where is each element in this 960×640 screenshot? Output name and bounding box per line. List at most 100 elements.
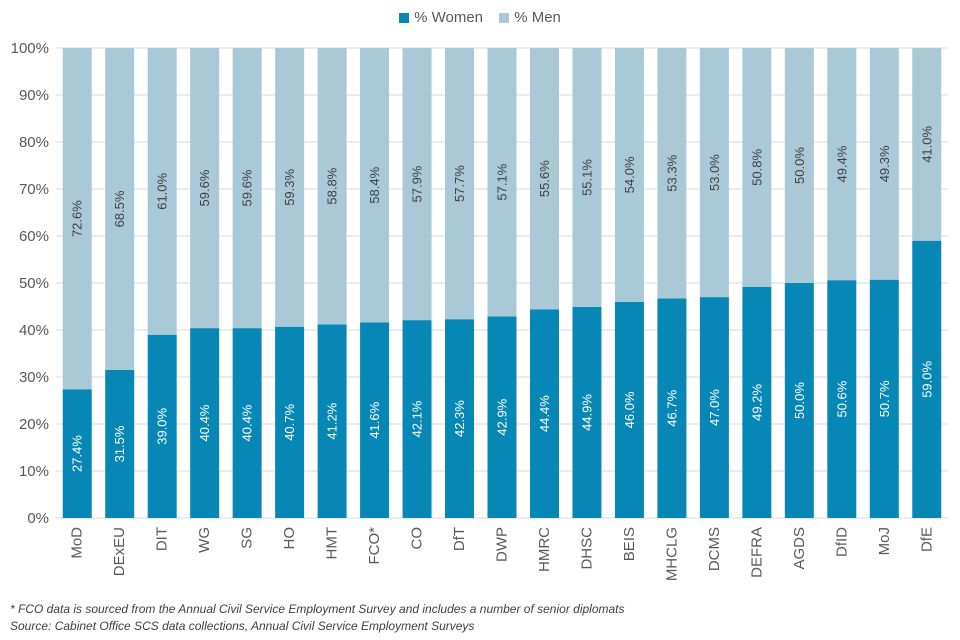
x-tick-label: DfID: [833, 527, 850, 557]
data-label-women: 50.7%: [877, 380, 892, 417]
y-tick-label: 70%: [19, 181, 49, 198]
bar-women: [62, 389, 92, 518]
bar-women: [614, 301, 644, 518]
bar-men: [147, 48, 177, 335]
x-tick-label: HO: [281, 527, 298, 550]
x-tick-label: DCMS: [706, 527, 723, 571]
bar-women: [317, 324, 347, 518]
data-label-women: 40.4%: [197, 404, 212, 441]
data-label-men: 59.6%: [240, 169, 255, 206]
legend-item-men: % Men: [499, 9, 561, 26]
data-label-men: 50.8%: [749, 149, 764, 186]
x-tick-label: MoJ: [876, 527, 893, 555]
data-label-women: 41.6%: [367, 401, 382, 438]
bar-women: [232, 328, 262, 518]
data-label-men: 41.0%: [919, 125, 934, 162]
data-label-women: 44.9%: [579, 394, 594, 431]
bar-men: [614, 48, 644, 302]
x-tick-label: AGDS: [791, 527, 808, 570]
data-label-women: 27.4%: [70, 435, 85, 472]
bar-men: [912, 48, 942, 241]
bar-men: [190, 48, 220, 329]
data-label-men: 58.4%: [367, 166, 382, 203]
x-tick-label: MHCLG: [663, 527, 680, 581]
bar-women: [445, 319, 475, 518]
data-label-women: 39.0%: [155, 407, 170, 444]
bar-men: [275, 48, 305, 327]
bar-women: [742, 286, 772, 518]
y-tick-label: 90%: [19, 87, 49, 104]
bar-men: [360, 48, 390, 323]
data-label-women: 59.0%: [919, 360, 934, 397]
legend-label-men: % Men: [514, 9, 561, 26]
legend-item-women: % Women: [399, 9, 483, 26]
data-label-men: 57.1%: [495, 163, 510, 200]
x-tick-label: WG: [196, 527, 213, 553]
y-tick-label: 100%: [11, 40, 49, 57]
y-tick-label: 10%: [19, 463, 49, 480]
data-label-men: 50.0%: [792, 147, 807, 184]
x-tick-label: BEIS: [621, 527, 638, 561]
data-label-men: 55.6%: [537, 160, 552, 197]
data-label-men: 58.8%: [325, 167, 340, 204]
bar-women: [912, 240, 942, 518]
bar-men: [62, 48, 92, 390]
data-label-women: 40.7%: [282, 403, 297, 440]
x-tick-label: DfT: [451, 527, 468, 551]
data-label-men: 61.0%: [155, 172, 170, 209]
bar-men: [699, 48, 729, 298]
bar-women: [402, 320, 432, 518]
y-tick-label: 50%: [19, 275, 49, 292]
data-label-men: 49.4%: [834, 145, 849, 182]
data-label-men: 54.0%: [622, 156, 637, 193]
x-tick-label: FCO*: [366, 527, 383, 565]
bar-women: [360, 322, 390, 518]
bar-men: [487, 48, 517, 317]
x-tick-label: DWP: [494, 527, 511, 562]
bar-women: [275, 326, 305, 518]
bar-women: [147, 334, 177, 518]
data-label-men: 53.3%: [664, 154, 679, 191]
data-label-women: 47.0%: [707, 389, 722, 426]
bar-women: [784, 283, 814, 518]
data-label-men: 68.5%: [112, 190, 127, 227]
x-tick-label: DfE: [918, 527, 935, 552]
data-label-women: 49.2%: [749, 384, 764, 421]
bar-women: [699, 297, 729, 518]
bar-men: [317, 48, 347, 325]
data-label-women: 42.9%: [495, 398, 510, 435]
data-label-men: 72.6%: [70, 200, 85, 237]
bar-women: [657, 298, 687, 518]
y-tick-label: 30%: [19, 369, 49, 386]
data-label-women: 46.7%: [664, 389, 679, 426]
bar-women: [827, 280, 857, 518]
y-tick-label: 40%: [19, 322, 49, 339]
bar-men: [869, 48, 899, 280]
bar-men: [657, 48, 687, 299]
x-tick-label: DHSC: [578, 527, 595, 570]
bar-women: [869, 279, 899, 518]
data-label-men: 57.7%: [452, 165, 467, 202]
bar-men: [827, 48, 857, 281]
bar-men: [445, 48, 475, 320]
bar-men: [529, 48, 559, 310]
bar-women: [487, 316, 517, 518]
bar-men: [232, 48, 262, 329]
data-label-men: 57.9%: [410, 165, 425, 202]
x-tick-label: SG: [239, 527, 256, 549]
fco-footnote: * FCO data is sourced from the Annual Ci…: [10, 602, 625, 616]
legend-swatch-men: [499, 12, 510, 23]
bar-men: [742, 48, 772, 287]
y-tick-label: 60%: [19, 228, 49, 245]
x-tick-label: CO: [409, 527, 426, 550]
x-tick-label: DIT: [154, 527, 171, 551]
data-label-men: 59.3%: [282, 168, 297, 205]
bar-women: [190, 328, 220, 518]
data-label-women: 42.3%: [452, 400, 467, 437]
bar-women: [105, 369, 135, 518]
stacked-bar-chart: 0% 10% 20% 30% 40% 50% 60% 70% 80% 90% 100% 27.4% 72…: [11, 40, 948, 581]
x-tick-label: HMT: [324, 527, 341, 560]
data-label-men: 59.6%: [197, 169, 212, 206]
bar-men: [784, 48, 814, 283]
bar-women: [529, 309, 559, 518]
